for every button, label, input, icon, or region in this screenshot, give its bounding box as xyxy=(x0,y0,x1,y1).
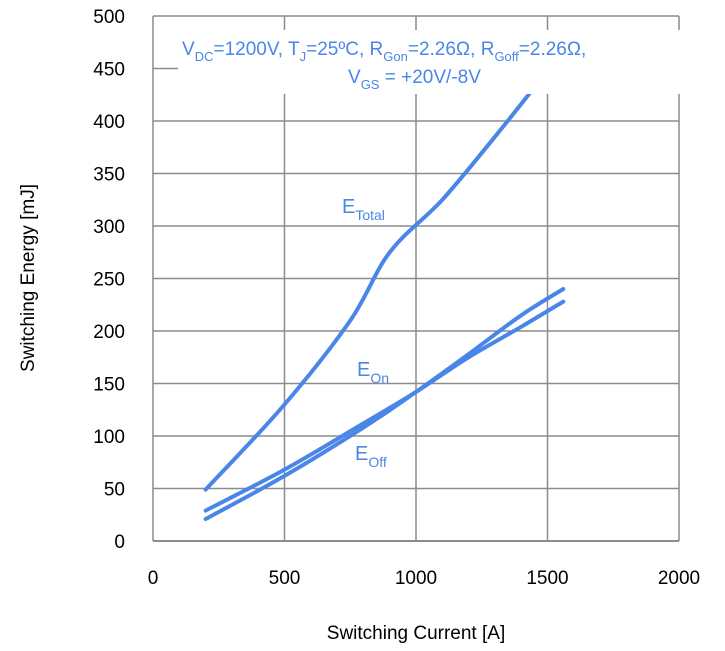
y-tick-label: 450 xyxy=(93,60,125,81)
x-tick-label: 1500 xyxy=(526,568,568,589)
x-tick-label: 500 xyxy=(269,568,301,589)
grid-lines xyxy=(152,15,680,542)
label-e-off: EOff xyxy=(355,443,387,470)
y-axis-title: Switching Energy [mJ] xyxy=(18,184,39,372)
y-tick-label: 0 xyxy=(114,532,125,553)
y-tick-label: 50 xyxy=(104,480,125,501)
y-tick-label: 400 xyxy=(93,112,125,133)
y-tick-label: 100 xyxy=(93,427,125,448)
series-line-e-off xyxy=(203,299,566,513)
y-tick-label: 500 xyxy=(93,7,125,28)
conditions-line-2: VGS = +20V/-8V xyxy=(348,67,481,92)
y-tick-label: 350 xyxy=(93,165,125,186)
x-tick-label: 2000 xyxy=(658,568,700,589)
y-tick-label: 250 xyxy=(93,270,125,291)
conditions-line-1: VDC=1200V, TJ=25ºC, RGon=2.26Ω, RGoff=2.… xyxy=(182,39,586,64)
label-e-total: ETotal xyxy=(342,196,385,223)
y-tick-label: 150 xyxy=(93,375,125,396)
x-tick-label: 0 xyxy=(148,568,159,589)
conditions-box xyxy=(178,30,684,94)
y-tick-labels: 0 50 100 150 200 250 300 350 400 450 500 xyxy=(93,7,125,553)
y-tick-label: 300 xyxy=(93,217,125,238)
x-tick-labels: 0 500 1000 1500 2000 xyxy=(148,568,700,589)
y-tick-label: 200 xyxy=(93,322,125,343)
label-e-on: EOn xyxy=(357,359,389,386)
series-line-e-total xyxy=(203,85,537,492)
series-layer xyxy=(203,85,566,521)
x-axis-title: Switching Current [A] xyxy=(327,623,505,644)
x-tick-label: 1000 xyxy=(395,568,437,589)
